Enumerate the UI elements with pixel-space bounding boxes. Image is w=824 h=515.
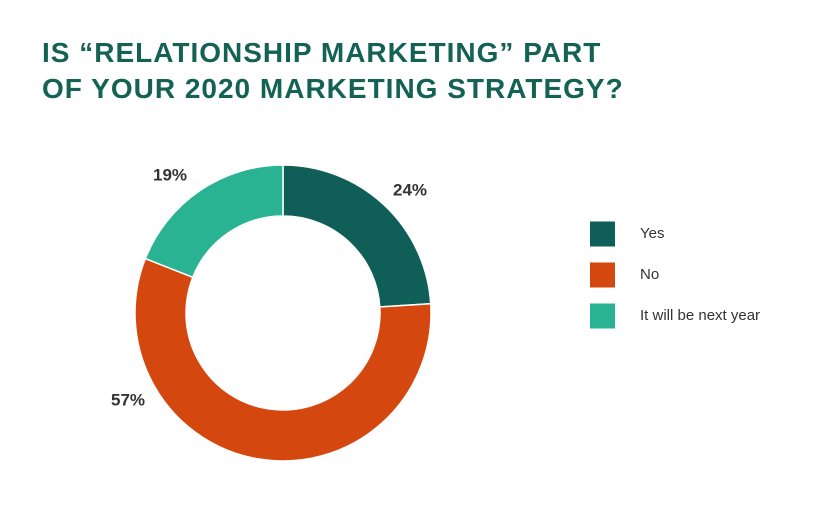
legend-swatch xyxy=(590,262,615,288)
donut-segment xyxy=(144,164,284,279)
donut-segment xyxy=(134,257,432,462)
value-label: 57% xyxy=(111,390,145,409)
legend-label: It will be next year xyxy=(640,307,760,324)
value-label: 19% xyxy=(153,165,187,184)
legend-swatch xyxy=(590,303,615,329)
donut-segment xyxy=(282,164,432,308)
legend-swatch xyxy=(590,221,615,247)
chart-title: OF YOUR 2020 MARKETING STRATEGY? xyxy=(42,73,624,104)
chart-title: IS “RELATIONSHIP MARKETING” PART xyxy=(42,37,601,68)
legend-label: Yes xyxy=(640,225,664,242)
legend-label: No xyxy=(640,266,659,283)
value-label: 24% xyxy=(393,180,427,199)
